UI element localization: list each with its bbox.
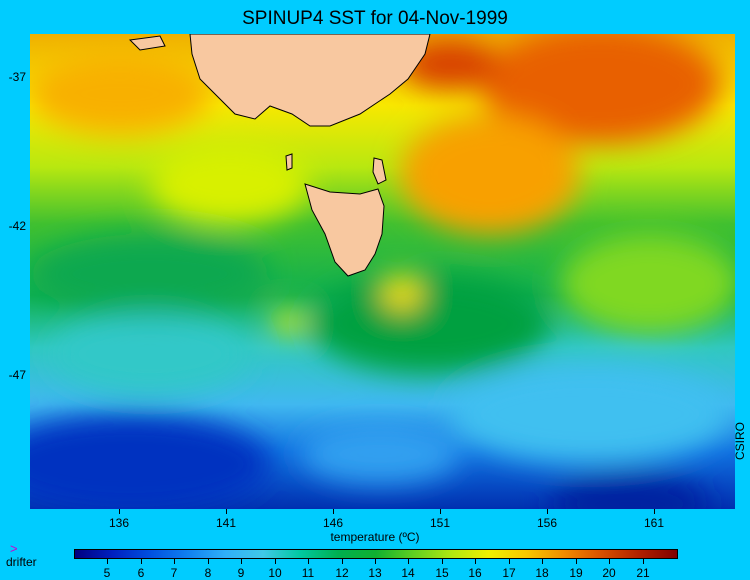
colorbar-tick-mark — [141, 559, 142, 564]
colorbar-tick-mark — [208, 559, 209, 564]
colorbar-tick-label: 17 — [502, 566, 516, 580]
colorbar-tick-label: 10 — [268, 566, 282, 580]
colorbar-tick-mark — [375, 559, 376, 564]
x-tick-label: 156 — [536, 516, 558, 530]
king-island — [285, 153, 293, 171]
colorbar-tick-mark — [241, 559, 242, 564]
colorbar-tick-mark — [408, 559, 409, 564]
temperature-colorbar — [74, 549, 678, 559]
flinders-island — [372, 157, 387, 185]
colorbar-title: temperature (ºC) — [330, 530, 420, 544]
colorbar-tick-label: 11 — [301, 566, 315, 580]
colorbar-tick-mark — [342, 559, 343, 564]
x-tick-label: 161 — [643, 516, 665, 530]
colorbar-tick-label: 9 — [237, 566, 245, 580]
x-tick-mark — [654, 509, 655, 514]
y-tick-label: -37 — [8, 70, 26, 84]
colorbar-tick-label: 14 — [401, 566, 415, 580]
colorbar-tick-mark — [107, 559, 108, 564]
x-tick-mark — [547, 509, 548, 514]
colorbar-tick-label: 20 — [602, 566, 616, 580]
x-tick-label: 151 — [429, 516, 451, 530]
colorbar-tick-label: 19 — [569, 566, 583, 580]
y-tick-label: -47 — [8, 368, 26, 382]
sst-map — [30, 34, 735, 509]
colorbar-tick-label: 13 — [368, 566, 382, 580]
colorbar-tick-label: 15 — [435, 566, 449, 580]
colorbar-tick-mark — [174, 559, 175, 564]
colorbar-tick-mark — [509, 559, 510, 564]
colorbar-tick-mark — [643, 559, 644, 564]
x-tick-mark — [119, 509, 120, 514]
mainland-australia — [189, 34, 431, 127]
colorbar-tick-mark — [576, 559, 577, 564]
colorbar-tick-mark — [442, 559, 443, 564]
colorbar-tick-label: 16 — [468, 566, 482, 580]
x-tick-label: 141 — [215, 516, 237, 530]
sst-field — [30, 34, 735, 509]
colorbar-tick-label: 21 — [636, 566, 650, 580]
colorbar-tick-label: 5 — [103, 566, 111, 580]
colorbar-tick-label: 8 — [204, 566, 212, 580]
tasmania — [304, 183, 385, 277]
kangaroo-island — [128, 35, 166, 51]
colorbar-tick-label: 12 — [335, 566, 349, 580]
x-tick-label: 136 — [108, 516, 130, 530]
x-tick-mark — [226, 509, 227, 514]
colorbar-tick-mark — [542, 559, 543, 564]
colorbar-tick-label: 6 — [137, 566, 145, 580]
colorbar-tick-mark — [275, 559, 276, 564]
x-tick-mark — [440, 509, 441, 514]
colorbar-tick-mark — [308, 559, 309, 564]
colorbar-tick-mark — [475, 559, 476, 564]
x-tick-mark — [333, 509, 334, 514]
credit-label: CSIRO — [733, 421, 747, 460]
colorbar-tick-label: 7 — [170, 566, 178, 580]
colorbar-tick-label: 18 — [535, 566, 549, 580]
x-tick-label: 146 — [322, 516, 344, 530]
colorbar-tick-mark — [609, 559, 610, 564]
plot-title: SPINUP4 SST for 04-Nov-1999 — [242, 8, 508, 29]
drifter-legend-label: drifter — [6, 555, 37, 569]
drifter-marker-icon: > — [10, 541, 18, 556]
y-tick-label: -42 — [8, 219, 26, 233]
